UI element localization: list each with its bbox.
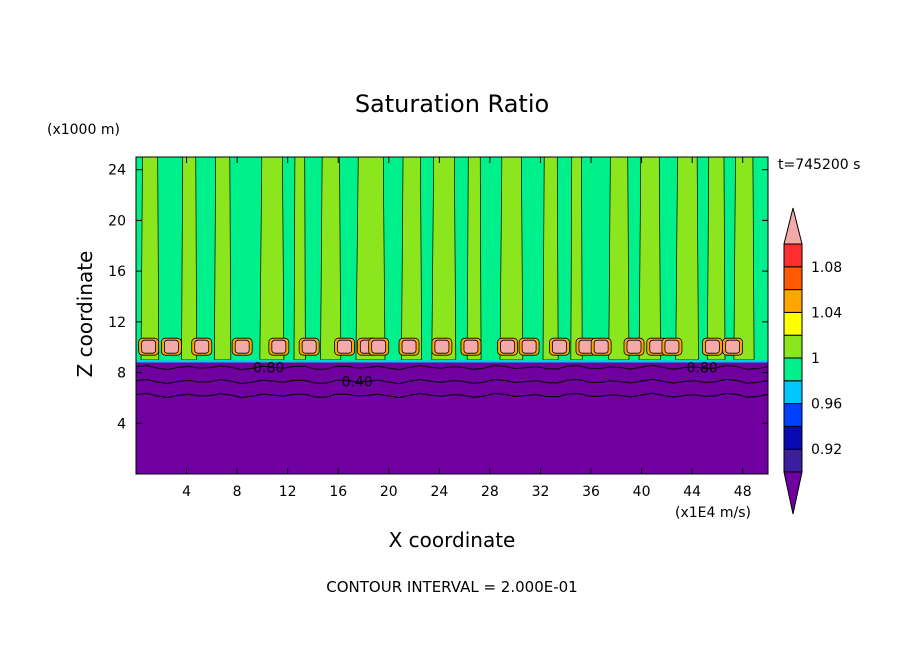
supersaturation-cell (234, 339, 250, 354)
x-tick-label: 8 (233, 484, 242, 500)
plume-region (638, 157, 661, 361)
colorbar-label: 0.96 (811, 397, 842, 413)
supersaturation-cell (725, 339, 741, 354)
y-tick-label: 8 (117, 366, 126, 382)
supersaturation-cell (301, 339, 317, 354)
supersaturation-cell (593, 339, 609, 354)
supersaturation-cell (434, 339, 450, 354)
chart-title: Saturation Ratio (355, 90, 549, 118)
plume-region (733, 157, 755, 361)
colorbar: 0.92 0.96 1 1.04 1.08 (783, 207, 842, 515)
colorbar-swatch (783, 448, 803, 473)
plot-area (135, 156, 769, 475)
colorbar-swatch (783, 403, 803, 427)
plume-region (181, 157, 198, 361)
x-axis: 4 8 12 16 20 24 28 32 36 40 44 48 (182, 157, 752, 500)
colorbar-swatch (783, 289, 803, 313)
plume-region (320, 157, 342, 361)
x-tick-label: 28 (481, 484, 499, 500)
x-tick-label: 20 (380, 484, 398, 500)
supersaturation-cell (463, 339, 479, 354)
colorbar-swatch (783, 334, 803, 359)
colorbar-swatch (783, 266, 803, 291)
plume-region (706, 157, 726, 361)
plume-region (431, 157, 457, 361)
contour-line (136, 364, 768, 371)
contour-line (136, 378, 768, 385)
y-tick-label: 4 (117, 416, 126, 432)
colorbar-label: 1 (811, 351, 820, 367)
x-tick-label: 44 (683, 484, 701, 500)
supersaturation-cell (500, 339, 516, 354)
supersaturation-cell (704, 339, 720, 354)
contour-labels: 0.80 0.40 0.80 (253, 360, 718, 390)
y-unit-label: (x1000 m) (47, 122, 120, 138)
colorbar-label: 1.04 (811, 305, 842, 321)
plume-region (570, 157, 583, 361)
plume-region (214, 157, 232, 361)
plume-region (608, 157, 630, 361)
colorbar-label: 0.92 (811, 442, 842, 458)
plume-region (542, 157, 559, 361)
plume-region (293, 157, 306, 361)
plume-region (499, 157, 524, 361)
contour-interval-footer: CONTOUR INTERVAL = 2.000E-01 (326, 578, 577, 596)
supersaturation-cell (552, 339, 567, 354)
y-axis: 4 8 12 16 20 24 (108, 163, 768, 432)
x-tick-label: 16 (329, 484, 347, 500)
colorbar-swatch (783, 357, 803, 382)
x-axis-label: X coordinate (389, 528, 516, 552)
x-tick-label: 48 (734, 484, 752, 500)
supersaturation-cell (141, 339, 157, 354)
x-tick-label: 4 (182, 484, 191, 500)
supersaturation-cell (163, 339, 179, 354)
y-tick-label: 24 (108, 163, 126, 179)
contour-label: 0.80 (687, 360, 718, 376)
x-tick-label: 12 (279, 484, 297, 500)
plume-region (259, 157, 285, 361)
plot-border (135, 156, 769, 475)
supersaturation-cell (521, 339, 537, 354)
x-tick-label: 24 (430, 484, 448, 500)
x-tick-label: 36 (582, 484, 600, 500)
colorbar-swatch (783, 380, 803, 405)
supersaturation-cell (664, 339, 680, 354)
field-layer (136, 157, 768, 474)
contour-line (136, 392, 768, 399)
y-tick-label: 20 (108, 213, 126, 229)
plume-region (355, 157, 386, 361)
colorbar-swatch (783, 425, 803, 450)
supersaturation-cell (194, 339, 210, 354)
colorbar-swatch (783, 243, 803, 268)
supersaturation-cell (271, 339, 287, 354)
plume-region (466, 157, 482, 361)
y-tick-label: 16 (108, 264, 126, 280)
supersaturation-cell (371, 339, 387, 354)
plume-region (675, 157, 699, 361)
y-tick-label: 12 (108, 315, 126, 331)
x-unit-label: (x1E4 m/s) (675, 505, 751, 521)
supersaturation-cell (626, 339, 642, 354)
x-tick-label: 32 (532, 484, 550, 500)
plume-region (401, 157, 423, 361)
x-tick-label: 40 (633, 484, 651, 500)
contour-label: 0.80 (253, 360, 284, 376)
supersaturation-cell (401, 339, 417, 354)
plume-region (140, 157, 160, 361)
time-label: t=745200 s (778, 157, 860, 173)
colorbar-swatch (783, 311, 803, 336)
colorbar-label: 1.08 (811, 260, 842, 276)
y-axis-label: Z coordinate (73, 251, 97, 378)
supersaturation-cell (337, 339, 352, 354)
contour-label: 0.40 (342, 374, 373, 390)
layer-edge-highlight (136, 360, 768, 363)
lower-dry-layer (136, 362, 768, 474)
